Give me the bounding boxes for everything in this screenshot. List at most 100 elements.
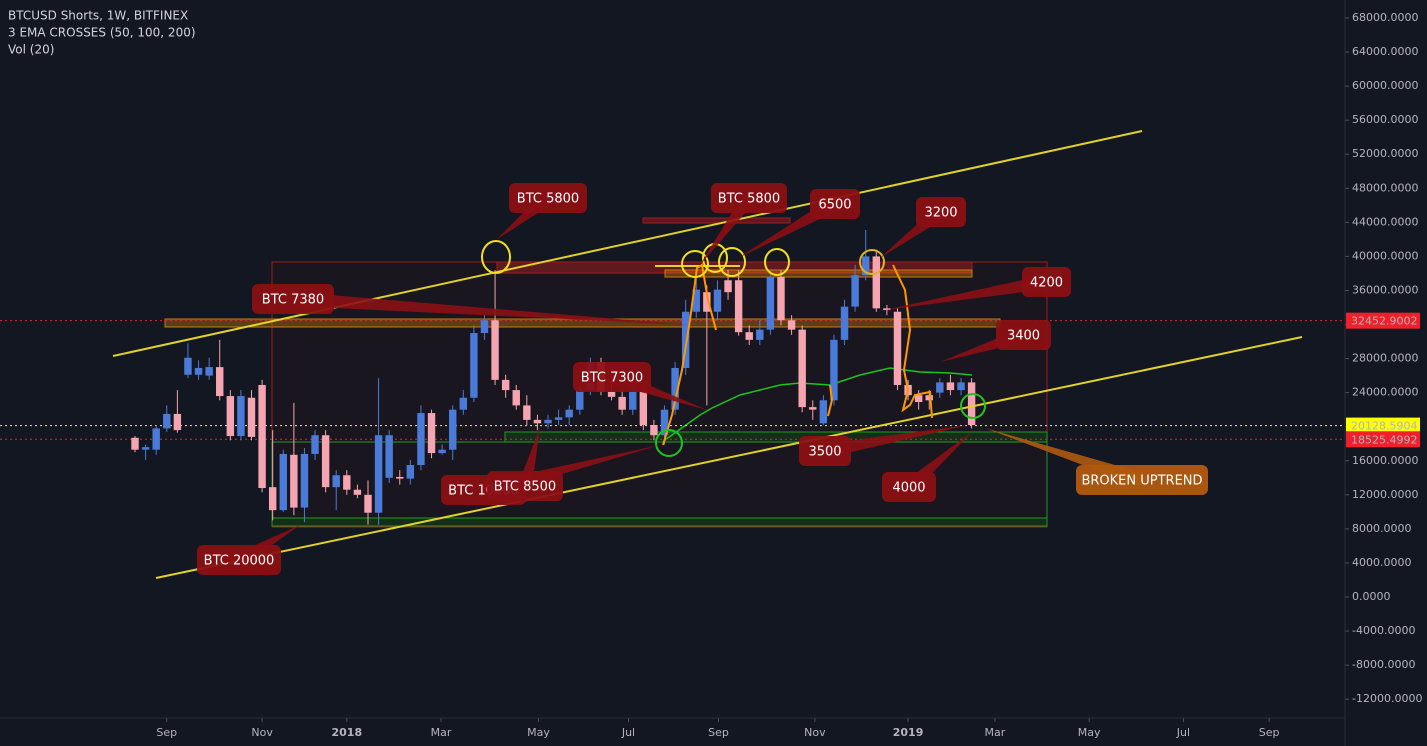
- header-title: BTCUSD Shorts, 1W, BITFINEX: [8, 9, 188, 23]
- y-tick-label: 40000.0000: [1352, 249, 1418, 262]
- candle-body: [332, 475, 340, 488]
- price-label-box: [1346, 431, 1420, 448]
- y-tick-label: 36000.0000: [1352, 283, 1418, 296]
- overlay-drawings: BTC 5800 BTC 5800 6500 3200 4200 3400 BTC 7380…: [112, 130, 1303, 579]
- candle-body: [946, 382, 955, 391]
- hand-drawn-curve: [827, 384, 834, 417]
- candle-body: [618, 396, 626, 410]
- candle-body: [300, 453, 309, 508]
- y-tick-label: -8000.0000: [1352, 658, 1415, 671]
- candle-body: [279, 453, 287, 511]
- callout-text: BTC 5800: [517, 192, 579, 207]
- candle-body: [512, 390, 520, 406]
- callout-box: [810, 189, 860, 219]
- candle-body: [766, 276, 775, 330]
- hand-drawn-curve: [892, 264, 933, 419]
- candle-body: [809, 407, 817, 410]
- callout-text: BROKEN UPTREND: [1081, 474, 1202, 489]
- candle-body: [205, 367, 213, 376]
- candle-body: [607, 391, 616, 397]
- y-tick-label: 44000.0000: [1352, 215, 1418, 228]
- price-label-box: [1346, 417, 1420, 434]
- callout-text: BTC 7300: [581, 371, 643, 386]
- candle-body: [576, 390, 584, 410]
- candle-body: [141, 447, 150, 450]
- x-tick-label: Jul: [621, 726, 635, 739]
- price-label-box: [1346, 312, 1420, 329]
- candles: [131, 230, 976, 525]
- candle-body: [629, 391, 637, 410]
- candle-body: [777, 276, 785, 321]
- candle-body: [830, 339, 838, 401]
- x-tick-label: Nov: [804, 726, 826, 739]
- candle-body: [353, 489, 362, 495]
- top-orange-zone: [664, 269, 973, 278]
- y-tick-label: 60000.0000: [1352, 79, 1418, 92]
- callout-text: 4200: [1030, 276, 1063, 291]
- candle-body: [427, 413, 436, 454]
- ema-line: [664, 367, 973, 441]
- candle-body: [703, 292, 711, 312]
- candle-body: [173, 413, 182, 431]
- y-tick-label: -4000.0000: [1352, 624, 1415, 637]
- candle-body: [480, 320, 489, 334]
- candle-body: [501, 379, 510, 391]
- y-tick-label: 0.0000: [1352, 590, 1391, 603]
- y-tick-label: 24000.0000: [1352, 386, 1418, 399]
- callout-box: [573, 362, 651, 392]
- highlight-circle: [655, 429, 683, 457]
- y-tick-label: 64000.0000: [1352, 45, 1418, 58]
- highlight-ellipse: [859, 249, 885, 275]
- callout-box: [916, 197, 966, 227]
- candle-body: [967, 382, 976, 425]
- candle-body: [491, 320, 499, 380]
- callout-text: 4000: [892, 481, 925, 496]
- candle-body: [163, 413, 171, 429]
- y-tick-label: 8000.0000: [1352, 522, 1412, 535]
- candle-body: [840, 306, 849, 340]
- x-tick-label: 2019: [893, 726, 924, 739]
- candle-body: [417, 413, 425, 466]
- candle-body: [544, 419, 552, 424]
- candle-body: [152, 428, 160, 450]
- candle-body: [364, 494, 372, 513]
- candle-body: [216, 367, 224, 397]
- candle-body: [883, 308, 891, 311]
- x-tick-label: May: [1078, 726, 1101, 739]
- x-tick-label: Nov: [251, 726, 273, 739]
- y-tick-label: 52000.0000: [1352, 147, 1418, 160]
- candle-body: [713, 289, 722, 312]
- candle-body: [406, 465, 415, 479]
- candle-body: [872, 256, 881, 309]
- candle-body: [681, 311, 690, 368]
- hand-drawn-curve: [662, 263, 717, 446]
- bottom-zone: [271, 517, 1048, 527]
- x-tick-label: Sep: [708, 726, 729, 739]
- y-tick-label: -12000.0000: [1352, 692, 1422, 705]
- price-label: 20128.5904: [1351, 420, 1417, 433]
- candle-body: [798, 329, 806, 408]
- candle-body: [237, 396, 245, 437]
- trend-line: [112, 130, 1143, 357]
- callout-box: [1076, 465, 1208, 495]
- candle-body: [925, 395, 933, 401]
- price-label: 32452.9002: [1351, 315, 1417, 328]
- candle-body: [459, 397, 468, 410]
- highlight-ellipse: [681, 250, 709, 278]
- y-tick-label: 28000.0000: [1352, 352, 1418, 365]
- candle-body: [957, 382, 965, 391]
- x-tick-label: Mar: [431, 726, 452, 739]
- price-label: 18525.4992: [1351, 433, 1417, 446]
- callout-pointer: [292, 292, 690, 325]
- candle-body: [396, 476, 404, 479]
- callout-box: [882, 472, 936, 502]
- upper-zone: [642, 217, 791, 224]
- indicator-label: Vol (20): [8, 43, 54, 57]
- candle-body: [184, 357, 192, 375]
- callout-box: [487, 471, 563, 501]
- callout-pointer: [885, 275, 1048, 310]
- callout-box: [711, 183, 787, 213]
- highlight-ellipse: [481, 240, 511, 274]
- callout-box: [1022, 267, 1071, 297]
- candle-body: [385, 435, 393, 478]
